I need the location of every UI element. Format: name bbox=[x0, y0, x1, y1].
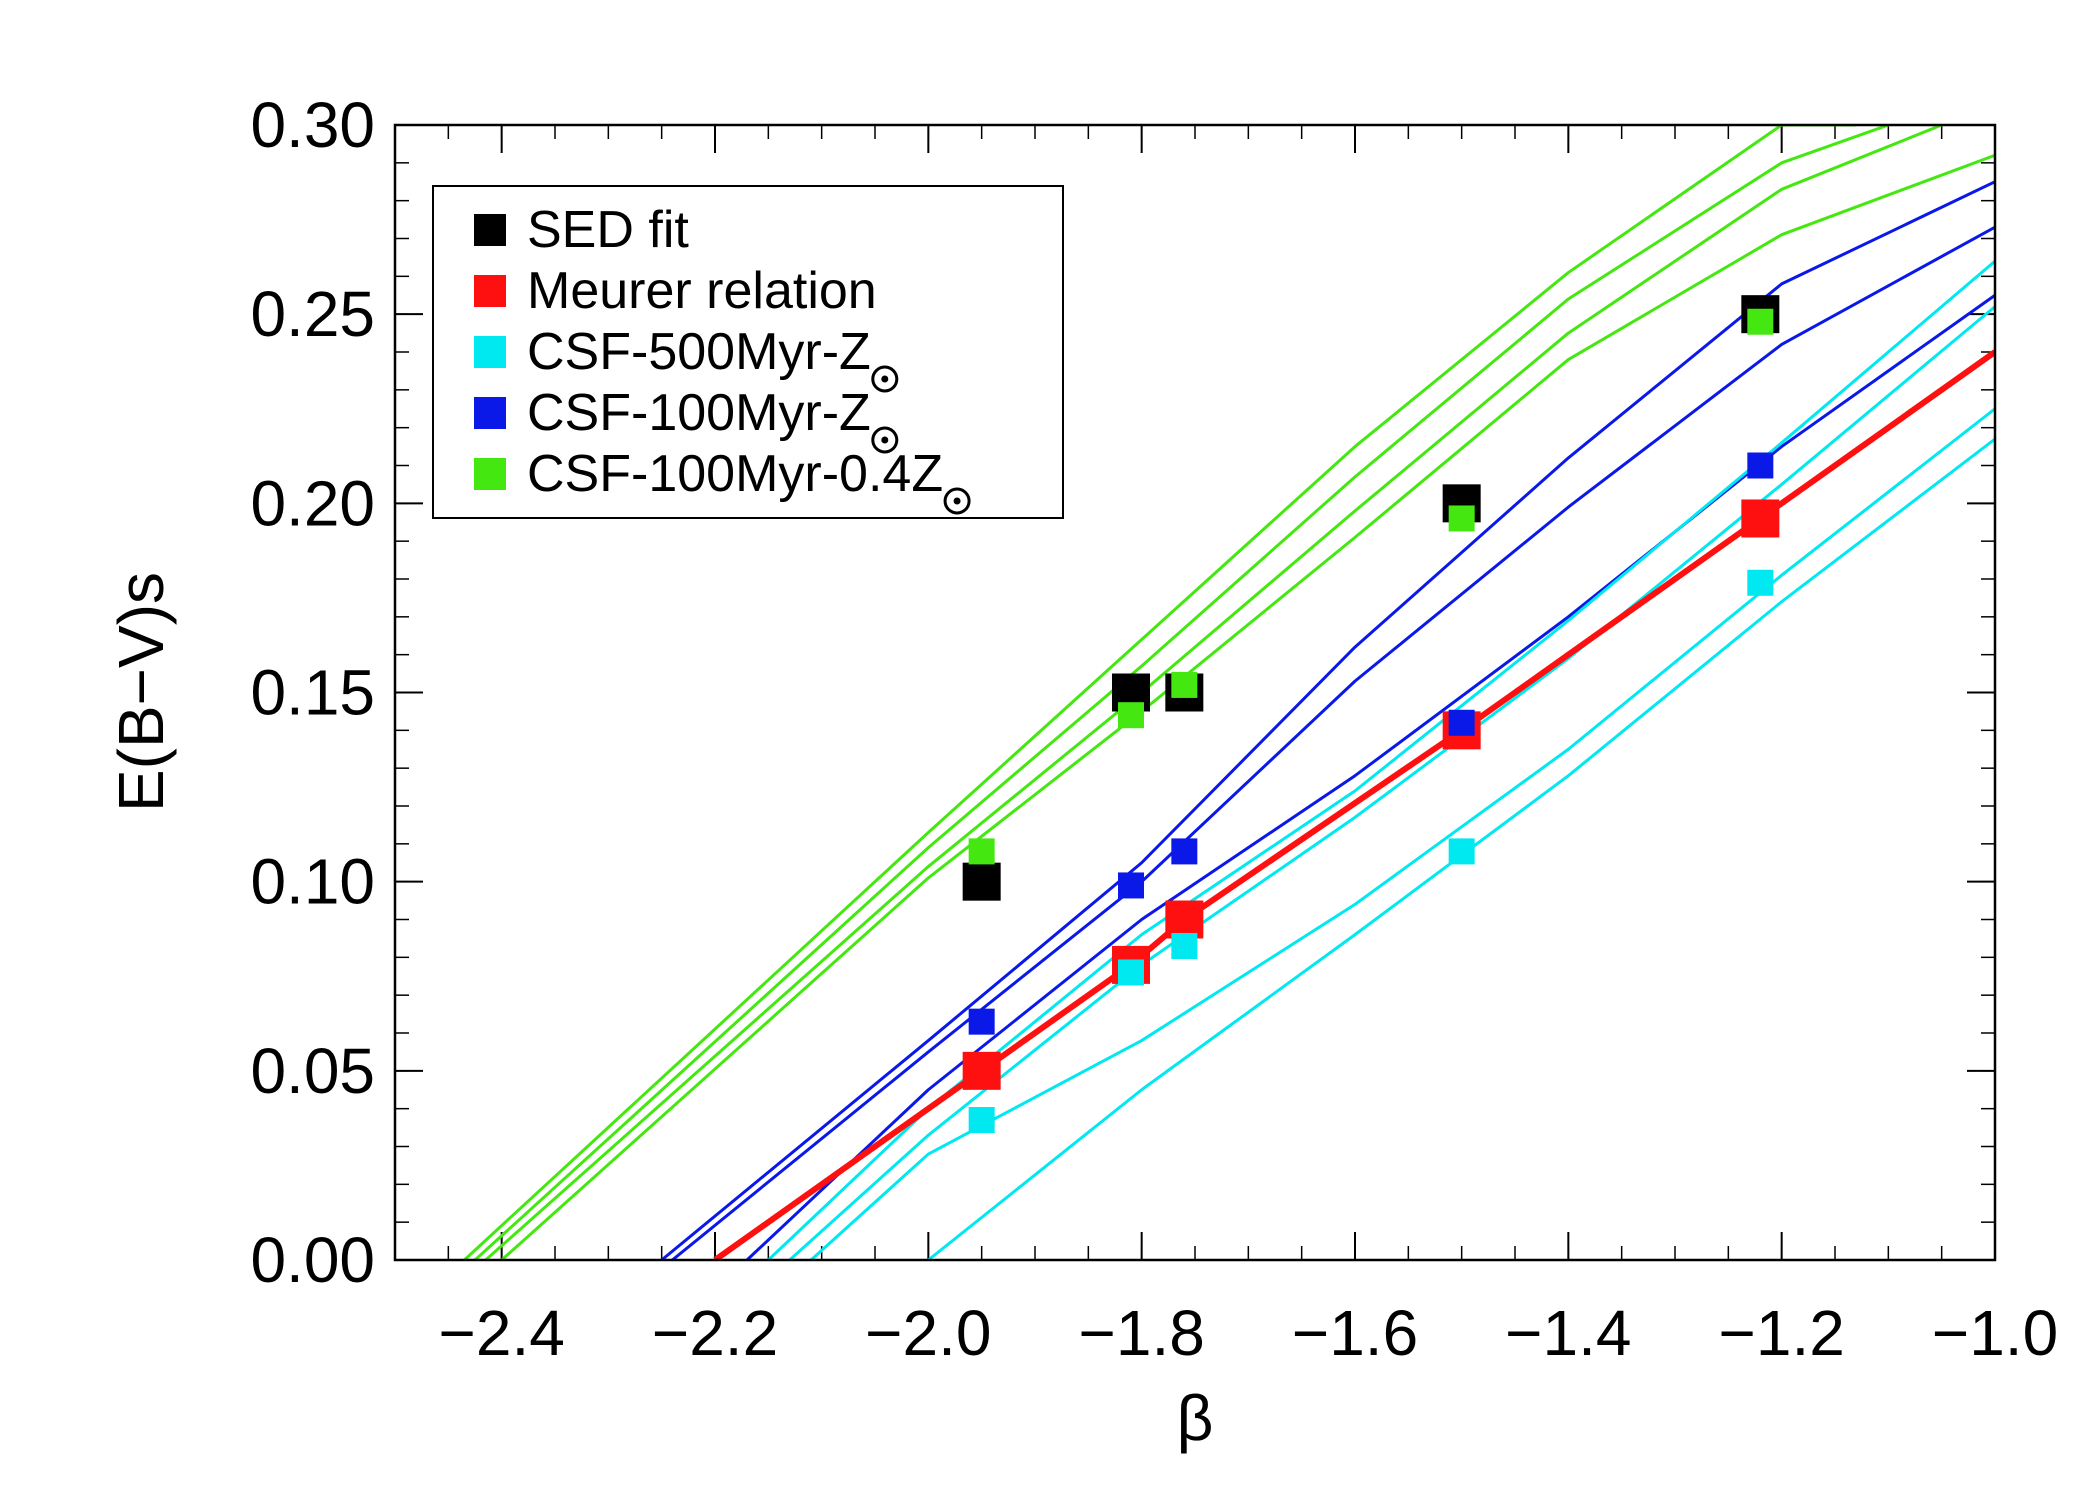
model-line bbox=[500, 153, 1995, 1260]
x-axis-label: β bbox=[1177, 1382, 1214, 1454]
data-point bbox=[962, 862, 1001, 901]
x-tick-label: −1.6 bbox=[1292, 1297, 1418, 1369]
data-markers bbox=[962, 295, 1780, 1134]
y-tick-labels: 0.00 0.05 0.10 0.15 0.20 0.25 0.30 bbox=[250, 89, 375, 1296]
x-tick-label: −1.8 bbox=[1078, 1297, 1204, 1369]
model-line bbox=[745, 294, 1995, 1260]
legend-label: CSF-500Myr-Z bbox=[527, 323, 871, 381]
x-tick-label: −1.2 bbox=[1718, 1297, 1844, 1369]
y-tick-label: 0.20 bbox=[250, 467, 375, 539]
data-point bbox=[1747, 452, 1774, 479]
legend-swatch bbox=[474, 397, 506, 429]
data-point bbox=[1747, 308, 1774, 335]
x-tick-label: −2.4 bbox=[438, 1297, 564, 1369]
model-line bbox=[473, 125, 1889, 1260]
legend-label: CSF-100Myr-Z bbox=[527, 384, 871, 442]
sun-symbol-dot bbox=[881, 375, 889, 383]
data-point bbox=[1171, 838, 1198, 865]
legend-swatch bbox=[474, 458, 506, 490]
y-tick-label: 0.10 bbox=[250, 846, 375, 918]
data-point bbox=[1118, 702, 1144, 729]
y-tick-label: 0.00 bbox=[250, 1224, 375, 1296]
x-tick-label: −1.4 bbox=[1505, 1297, 1631, 1369]
data-point bbox=[1118, 872, 1144, 899]
data-point bbox=[968, 1107, 995, 1134]
x-tick-label: −2.0 bbox=[865, 1297, 991, 1369]
legend-label: CSF-100Myr-0.4Z bbox=[527, 445, 943, 503]
model-line bbox=[788, 305, 1995, 1260]
data-point bbox=[1171, 671, 1198, 698]
legend-box bbox=[432, 185, 1064, 519]
legend-swatch bbox=[474, 275, 506, 307]
data-point bbox=[1448, 505, 1475, 532]
y-tick-label: 0.05 bbox=[250, 1035, 375, 1107]
data-point bbox=[962, 1051, 1001, 1090]
data-point bbox=[968, 838, 995, 865]
legend-swatch bbox=[474, 336, 506, 368]
model-line bbox=[809, 407, 1995, 1260]
sun-symbol-icon bbox=[943, 487, 971, 515]
model-line bbox=[484, 125, 1943, 1260]
legend-label: Meurer relation bbox=[527, 262, 877, 320]
tick-marks bbox=[394, 124, 1996, 1261]
model-line bbox=[671, 225, 1995, 1260]
y-axis-label: E(B−V)s bbox=[105, 572, 177, 812]
data-point bbox=[1118, 959, 1144, 986]
data-point bbox=[1741, 499, 1780, 538]
legend-swatch bbox=[474, 214, 506, 246]
data-point bbox=[968, 1008, 995, 1035]
y-tick-label: 0.25 bbox=[250, 278, 375, 350]
sun-symbol-icon bbox=[871, 426, 899, 454]
x-tick-label: −1.0 bbox=[1932, 1297, 2058, 1369]
sun-symbol-dot bbox=[953, 497, 961, 505]
data-point bbox=[1747, 569, 1774, 596]
y-tick-label: 0.30 bbox=[250, 89, 375, 161]
model-line bbox=[463, 125, 1857, 1260]
legend-label: SED fit bbox=[527, 201, 689, 259]
y-tick-label: 0.15 bbox=[250, 657, 375, 729]
data-point bbox=[1171, 932, 1198, 959]
model-line bbox=[660, 180, 1995, 1260]
sun-symbol-dot bbox=[881, 436, 889, 444]
data-point bbox=[1448, 709, 1475, 736]
x-tick-labels: −2.4 −2.2 −2.0 −1.8 −1.6 −1.4 −1.2 −1.0 bbox=[438, 1297, 2058, 1369]
data-point bbox=[1448, 838, 1475, 865]
plot-frame bbox=[393, 123, 1997, 1262]
data-point bbox=[1165, 900, 1204, 939]
sun-symbol-icon bbox=[871, 365, 899, 393]
x-tick-label: −2.2 bbox=[652, 1297, 778, 1369]
